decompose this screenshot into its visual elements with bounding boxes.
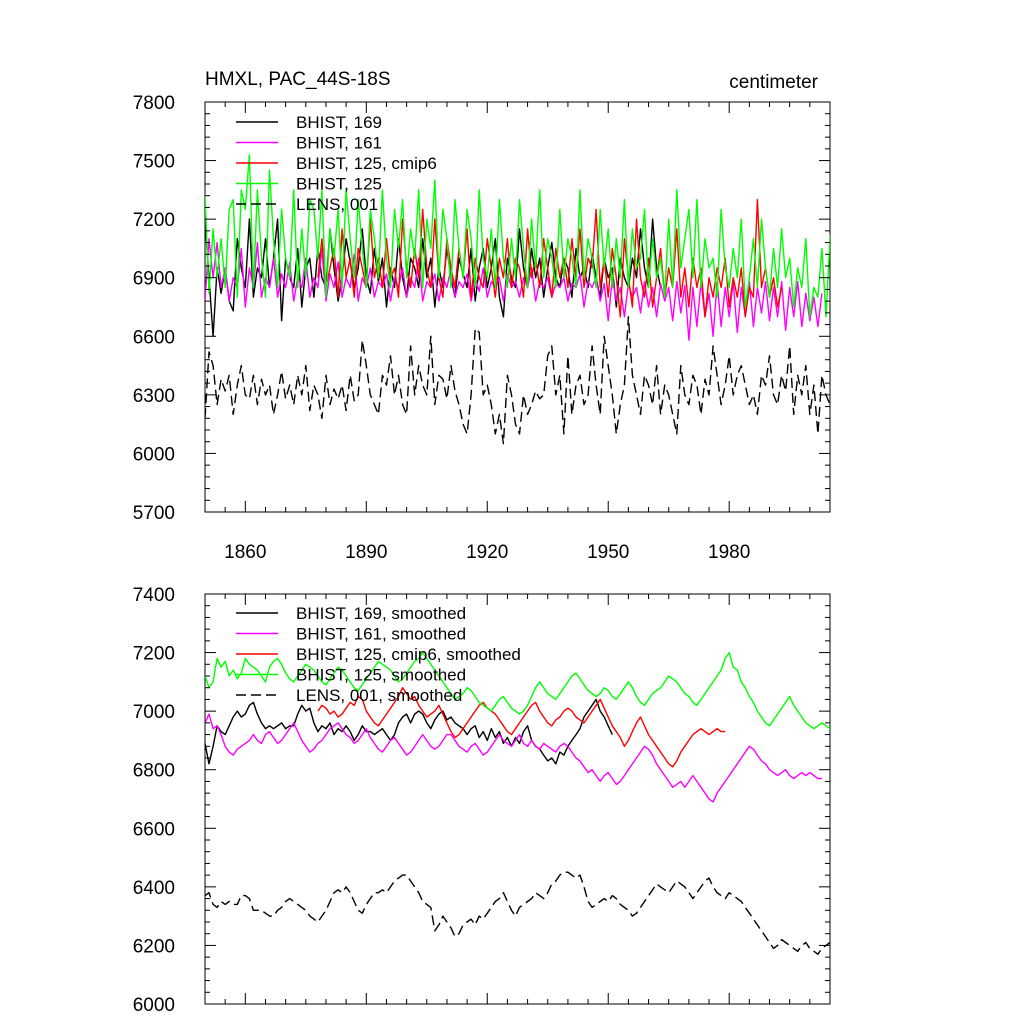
top-panel-series-group	[205, 153, 830, 445]
bottom-panel-axes: 6000 6200 6400 6600 6800 7000 7200 7400	[133, 585, 831, 1016]
legend-label: BHIST, 125	[296, 175, 382, 194]
y-tick-label: 7400	[133, 585, 175, 606]
legend-label: LENS, 001	[296, 195, 378, 214]
top-panel: HMXL, PAC_44S-18S centimeter 5700 6000 630…	[133, 69, 831, 563]
x-tick-label: 1920	[466, 542, 508, 563]
x-tick-label: 1950	[587, 542, 629, 563]
top-panel-title: HMXL, PAC_44S-18S	[205, 69, 391, 90]
y-tick-label: 6900	[133, 269, 175, 290]
series-line-bhist-125-smoothed	[205, 651, 830, 730]
top-panel-units: centimeter	[729, 72, 818, 93]
legend-label: BHIST, 161	[296, 134, 382, 153]
legend-label: BHIST, 125, smoothed	[296, 666, 466, 685]
series-line-bhist-161-smoothed	[205, 713, 822, 803]
y-tick-label: 7800	[133, 93, 175, 114]
x-tick-label: 1980	[708, 542, 750, 563]
top-panel-plot-area	[204, 101, 831, 513]
legend-label: BHIST, 161, smoothed	[296, 625, 466, 644]
series-line-bhist-125	[205, 153, 830, 318]
y-tick-label: 7200	[133, 644, 175, 665]
y-tick-label: 6800	[133, 761, 175, 782]
series-line-bhist-125-cmip6-smoothed	[317, 687, 726, 768]
series-line-lens-001-smoothed	[205, 871, 830, 955]
plot-frame	[204, 101, 831, 513]
series-line-lens-001	[205, 316, 830, 445]
series-line-bhist-125-cmip6	[317, 198, 783, 318]
top-panel-axes: 5700 6000 6300 6600 6900 7200 7500 7800 1860 1890…	[133, 93, 831, 563]
y-tick-label: 6600	[133, 327, 175, 348]
series-line-bhist-169-smoothed	[205, 698, 613, 765]
x-tick-label: 1890	[345, 542, 387, 563]
legend-label: LENS, 001, smoothed	[296, 686, 462, 705]
y-tick-label: 5700	[133, 503, 175, 524]
y-tick-label: 6200	[133, 936, 175, 957]
bottom-panel-series-group	[205, 651, 830, 955]
y-tick-label: 7500	[133, 152, 175, 173]
legend-label: BHIST, 169, smoothed	[296, 604, 466, 623]
legend-label: BHIST, 125, cmip6, smoothed	[296, 645, 521, 664]
bottom-panel-legend: BHIST, 169, smoothed BHIST, 161, smoothed…	[236, 604, 521, 705]
y-tick-label: 7000	[133, 702, 175, 723]
legend-label: BHIST, 169	[296, 113, 382, 132]
y-tick-label: 6600	[133, 819, 175, 840]
y-tick-label: 6400	[133, 878, 175, 899]
y-tick-label: 6000	[133, 444, 175, 465]
y-tick-label: 6300	[133, 386, 175, 407]
plot-frame	[204, 593, 831, 1005]
legend-label: BHIST, 125, cmip6	[296, 154, 437, 173]
x-tick-label: 1860	[224, 542, 266, 563]
bottom-panel-plot-area	[204, 593, 831, 1005]
bottom-panel: 6000 6200 6400 6600 6800 7000 7200 7400 BHIST, …	[133, 585, 831, 1016]
y-tick-label: 6000	[133, 995, 175, 1016]
series-line-bhist-161	[205, 237, 823, 341]
y-tick-label: 7200	[133, 210, 175, 231]
